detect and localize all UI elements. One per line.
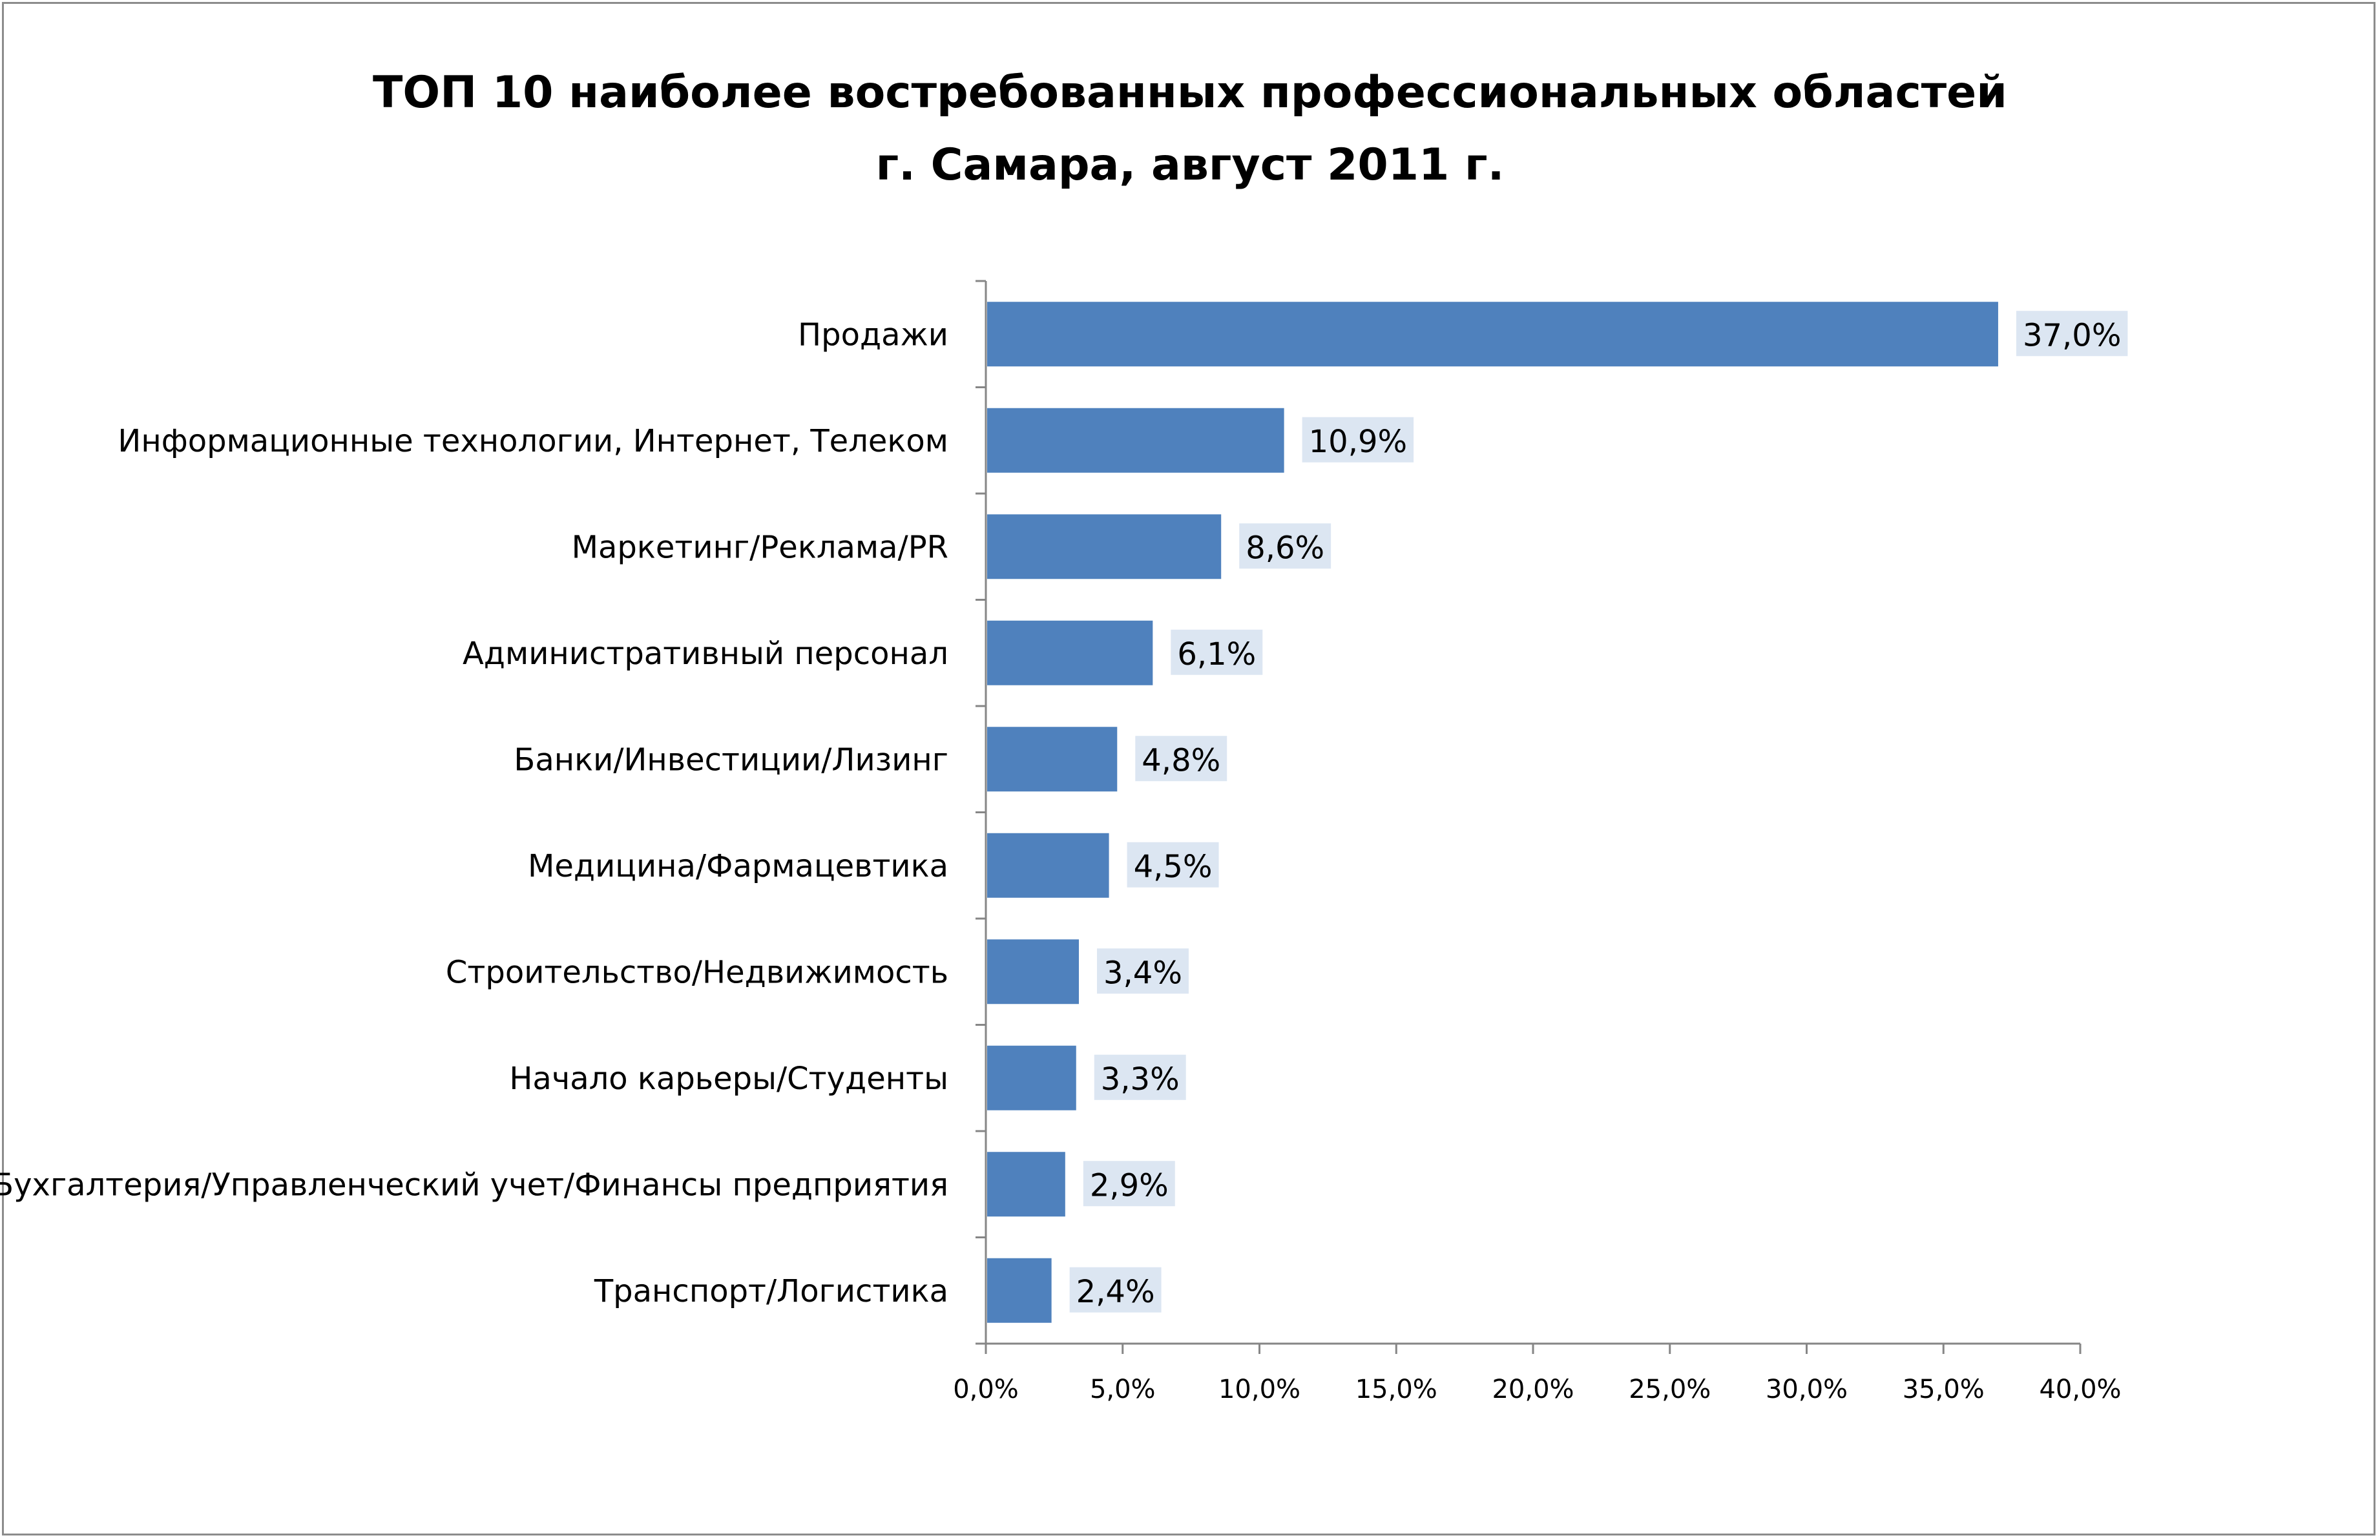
value-label-background [1135,736,1227,782]
value-label-background [1083,1161,1175,1207]
chart-title: ТОП 10 наиболее востребованных профессио… [0,57,2380,202]
bar [987,620,1153,685]
category-label: Начало карьеры/Студенты [509,1061,948,1097]
value-label-background [1239,523,1331,569]
x-tick-label: 40,0% [2039,1375,2121,1404]
x-tick-label: 5,0% [1090,1375,1156,1404]
x-tick-label: 0,0% [953,1375,1019,1404]
bar [987,727,1118,792]
chart-labels: 0,0% 5,0% 10,0% 15,0% 20,0% 25,0% 30,0% 35,0% 40… [0,311,2128,1404]
category-label: Информационные технологии, Интернет, Тел… [118,423,948,459]
category-label: Продажи [798,317,948,353]
bar [987,939,1079,1004]
x-tick-label: 35,0% [1903,1375,1985,1404]
bar [987,1152,1065,1217]
chart-bars [987,302,1998,1323]
bar [987,302,1998,367]
x-tick-label: 10,0% [1218,1375,1300,1404]
value-label: 2,9% [1090,1167,1169,1203]
x-tick-label: 15,0% [1355,1375,1437,1404]
chart-axes [976,280,2082,1354]
value-label: 3,3% [1101,1061,1180,1098]
x-tick-label: 25,0% [1629,1375,1711,1404]
value-label-background [1096,948,1189,994]
value-label: 6,1% [1177,636,1256,672]
value-label: 10,9% [1309,424,1407,460]
value-label-background [2016,311,2128,357]
bar [987,1045,1076,1110]
value-label-background [1069,1267,1162,1313]
x-tick-label: 30,0% [1766,1375,1848,1404]
value-label-background [1302,417,1414,463]
category-label: Строительство/Недвижимость [446,954,948,990]
value-label: 3,4% [1103,955,1182,991]
category-label: Маркетинг/Реклама/PR [572,529,948,565]
value-label-background [1171,629,1263,675]
chart-title-line-2: г. Самара, август 2011 г. [875,140,1505,191]
value-label: 2,4% [1076,1274,1155,1310]
value-label: 8,6% [1246,530,1324,566]
category-label: Медицина/Фармацевтика [528,848,948,884]
value-label: 4,8% [1142,742,1220,778]
category-label: Транспорт/Логистика [594,1273,948,1309]
category-label: Банки/Инвестиции/Лизинг [514,742,948,778]
bar [987,514,1222,579]
chart-title-line-1: ТОП 10 наиболее востребованных профессио… [373,67,2007,118]
bar [987,408,1284,473]
category-label: Бухгалтерия/Управленческий учет/Финансы … [0,1167,948,1203]
category-label: Административный персонал [463,636,948,672]
x-tick-label: 20,0% [1492,1375,1574,1404]
value-label: 4,5% [1134,849,1213,885]
value-label: 37,0% [2023,317,2121,353]
bar [987,833,1109,898]
value-label-background [1094,1054,1186,1100]
bar [987,1258,1052,1323]
value-label-background [1127,842,1219,888]
